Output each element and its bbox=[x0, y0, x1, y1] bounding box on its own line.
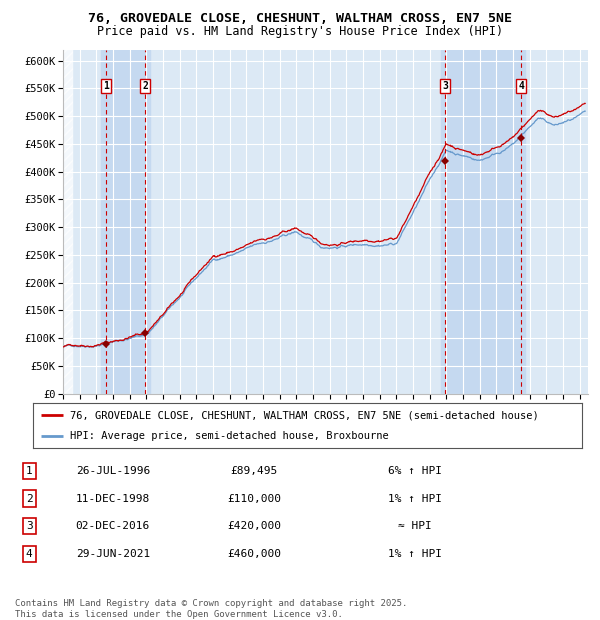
Text: 4: 4 bbox=[518, 81, 524, 91]
Text: ≈ HPI: ≈ HPI bbox=[398, 521, 432, 531]
Text: 3: 3 bbox=[26, 521, 32, 531]
Text: £110,000: £110,000 bbox=[227, 494, 281, 503]
Text: 11-DEC-1998: 11-DEC-1998 bbox=[76, 494, 150, 503]
Text: 4: 4 bbox=[26, 549, 32, 559]
Text: 1: 1 bbox=[103, 81, 109, 91]
Text: 2: 2 bbox=[142, 81, 148, 91]
Text: 02-DEC-2016: 02-DEC-2016 bbox=[76, 521, 150, 531]
Text: 3: 3 bbox=[442, 81, 448, 91]
Text: 76, GROVEDALE CLOSE, CHESHUNT, WALTHAM CROSS, EN7 5NE: 76, GROVEDALE CLOSE, CHESHUNT, WALTHAM C… bbox=[88, 12, 512, 25]
Text: HPI: Average price, semi-detached house, Broxbourne: HPI: Average price, semi-detached house,… bbox=[70, 430, 389, 441]
Text: 76, GROVEDALE CLOSE, CHESHUNT, WALTHAM CROSS, EN7 5NE (semi-detached house): 76, GROVEDALE CLOSE, CHESHUNT, WALTHAM C… bbox=[70, 410, 539, 420]
Text: £89,495: £89,495 bbox=[230, 466, 278, 476]
Text: 1: 1 bbox=[26, 466, 32, 476]
Text: Price paid vs. HM Land Registry's House Price Index (HPI): Price paid vs. HM Land Registry's House … bbox=[97, 25, 503, 38]
Text: £460,000: £460,000 bbox=[227, 549, 281, 559]
Bar bbox=[442, 50, 524, 394]
Bar bbox=[63, 50, 73, 394]
Text: Contains HM Land Registry data © Crown copyright and database right 2025.
This d: Contains HM Land Registry data © Crown c… bbox=[15, 600, 407, 619]
Text: 26-JUL-1996: 26-JUL-1996 bbox=[76, 466, 150, 476]
Text: 6% ↑ HPI: 6% ↑ HPI bbox=[388, 466, 442, 476]
Bar bbox=[101, 50, 149, 394]
Text: 1% ↑ HPI: 1% ↑ HPI bbox=[388, 549, 442, 559]
Text: 29-JUN-2021: 29-JUN-2021 bbox=[76, 549, 150, 559]
Text: 2: 2 bbox=[26, 494, 32, 503]
Text: 1% ↑ HPI: 1% ↑ HPI bbox=[388, 494, 442, 503]
Text: £420,000: £420,000 bbox=[227, 521, 281, 531]
